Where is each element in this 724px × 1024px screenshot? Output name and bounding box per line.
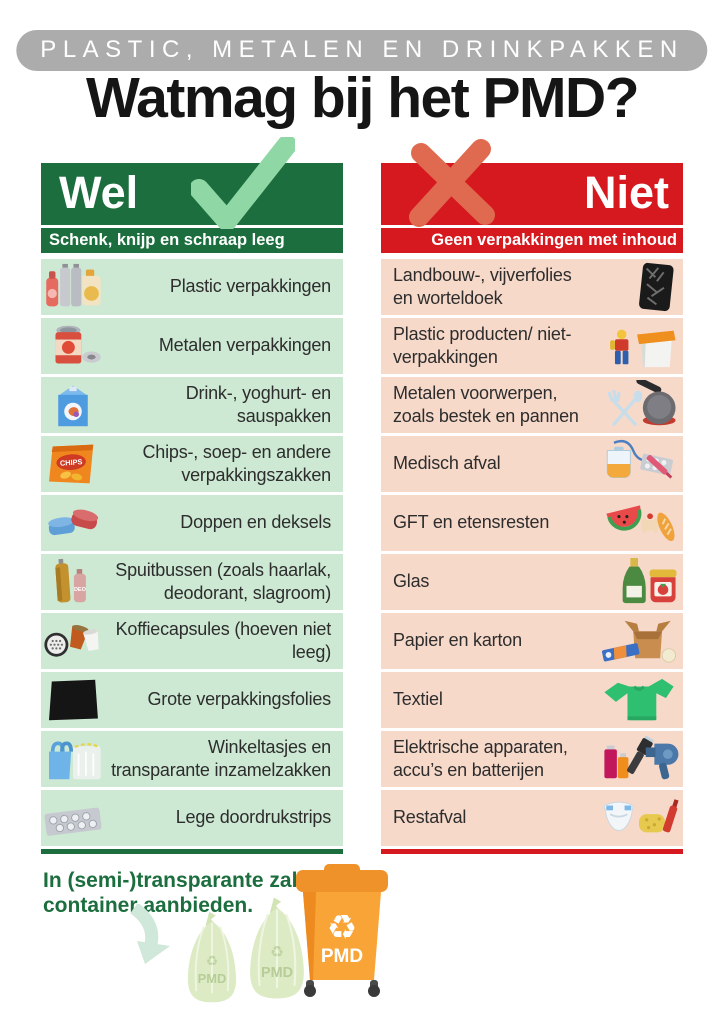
- svg-text:PMD: PMD: [321, 946, 363, 967]
- electronics-icon: [595, 734, 683, 784]
- paper-carton-icon: [595, 616, 683, 666]
- pmd-bag-icon: ♻ PMD: [187, 911, 237, 1003]
- category-banner: PLASTIC, METALEN EN DRINKPAKKEN: [16, 30, 708, 71]
- niet-header: Niet: [381, 139, 683, 227]
- wel-item-label: Grote verpakkingsfolies: [147, 689, 332, 710]
- wel-item-label: Doppen en deksels: [180, 512, 331, 533]
- pmd-bag-icon: ♻ PMD: [250, 897, 304, 999]
- coffee-capsules-icon: [41, 617, 105, 665]
- svg-text:♻: ♻: [206, 953, 218, 969]
- niet-row-textiel: Textiel: [381, 672, 683, 728]
- niet-item-label: Restafval: [393, 807, 467, 828]
- medical-waste-icon: [595, 439, 683, 489]
- niet-row-landbouwfolie: Landbouw-, vijverfolies en worteldoek: [381, 259, 683, 315]
- niet-end-bar: [381, 849, 683, 854]
- wel-item-label: Plastic verpakkingen: [169, 276, 331, 297]
- wel-row-metaal: Metalen verpakkingen: [41, 318, 343, 374]
- niet-item-label: GFT en etensresten: [393, 512, 550, 533]
- wel-item-label: Lege doordrukstrips: [175, 807, 331, 828]
- wel-item-label: Metalen verpakkingen: [158, 335, 331, 356]
- bottle-caps-icon: [41, 499, 105, 547]
- niet-row-metalen-voorwerpen: Metalen voorwerpen, zoals bestek en pann…: [381, 377, 683, 433]
- svg-text:♻: ♻: [327, 908, 357, 948]
- plastic-products-icon: [595, 321, 683, 371]
- wel-column: Wel Schenk, knijp en schraap leeg: [41, 137, 343, 854]
- wel-row-drinkpak: Drink-, yoghurt- en sauspakken: [41, 377, 343, 433]
- wel-item-label: Chips-, soep- en andere verpakkingszakke…: [142, 441, 331, 485]
- niet-item-label: Textiel: [393, 689, 443, 710]
- shopping-bags-icon: [41, 735, 105, 783]
- niet-subtitle: Geen verpakkingen met inhoud: [381, 228, 683, 253]
- wel-row-spuitbussen: DEO Spuitbussen (zoals haarlak, deodoran…: [41, 554, 343, 610]
- glass-bottles-icon: [595, 557, 683, 607]
- wel-item-label: Drink-, yoghurt- en sauspakken: [185, 382, 331, 426]
- blister-strip-icon: [41, 794, 105, 842]
- footer-note: In (semi-)transparante zak of container …: [43, 869, 329, 918]
- niet-item-label: Medisch afval: [393, 453, 501, 474]
- niet-item-label: Plastic producten/ niet-verpakkingen: [393, 323, 572, 367]
- niet-row-restafval: Restafval: [381, 790, 683, 846]
- footer: In (semi-)transparante zak of container …: [0, 858, 724, 1024]
- niet-item-label: Papier en karton: [393, 630, 522, 651]
- metal-objects-icon: [595, 380, 683, 430]
- svg-text:♻: ♻: [270, 943, 284, 961]
- niet-row-medisch: Medisch afval: [381, 436, 683, 492]
- wel-item-label: Spuitbussen (zoals haarlak, deodorant, s…: [115, 559, 331, 603]
- residual-waste-icon: [595, 793, 683, 843]
- niet-row-plastic-producten: Plastic producten/ niet-verpakkingen: [381, 318, 683, 374]
- chips-bag-icon: CHIPS: [41, 440, 105, 488]
- tin-can-icon: [41, 322, 105, 370]
- niet-item-label: Glas: [393, 571, 430, 592]
- niet-row-glas: Glas: [381, 554, 683, 610]
- niet-row-papier: Papier en karton: [381, 613, 683, 669]
- niet-column: Niet Geen verpakkingen met inhoud Landbo…: [381, 139, 683, 854]
- drink-carton-icon: [41, 381, 105, 429]
- svg-text:PMD: PMD: [198, 971, 227, 986]
- wel-row-koffiecapsules: Koffiecapsules (hoeven niet leeg): [41, 613, 343, 669]
- wel-header-label: Wel: [59, 167, 139, 218]
- wel-row-folies: Grote verpakkingsfolies: [41, 672, 343, 728]
- niet-item-label: Landbouw-, vijverfolies en worteldoek: [393, 264, 572, 308]
- wel-row-plastic: Plastic verpakkingen: [41, 259, 343, 315]
- sweater-icon: [595, 675, 683, 725]
- niet-row-gft: GFT en etensresten: [381, 495, 683, 551]
- black-foil-icon: [41, 676, 105, 724]
- wel-row-doppen: Doppen en deksels: [41, 495, 343, 551]
- checkmark-icon: [191, 137, 295, 229]
- plastic-bottles-icon: [41, 263, 105, 311]
- niet-item-label: Elektrische apparaten, accu’s en batteri…: [393, 736, 568, 780]
- svg-text:DEO: DEO: [74, 587, 87, 593]
- svg-text:PMD: PMD: [261, 965, 293, 981]
- wel-header: Wel: [41, 137, 343, 229]
- wel-end-bar: [41, 849, 343, 854]
- food-waste-icon: [595, 498, 683, 548]
- foil-roll-icon: [595, 262, 683, 312]
- x-mark-icon: [409, 139, 495, 227]
- curved-arrow-icon: [130, 904, 170, 964]
- page-title: Watmag bij het PMD?: [85, 66, 640, 130]
- niet-row-elektrisch: Elektrische apparaten, accu’s en batteri…: [381, 731, 683, 787]
- pmd-container-icon: ♻ PMD: [296, 864, 388, 997]
- niet-header-label: Niet: [583, 167, 669, 218]
- wel-row-zakken: CHIPS Chips-, soep- en andere verpakking…: [41, 436, 343, 492]
- wel-row-tasjes: Winkeltasjes en transparante inzamelzakk…: [41, 731, 343, 787]
- svg-text:CHIPS: CHIPS: [60, 457, 83, 468]
- spray-cans-icon: DEO: [41, 558, 105, 606]
- niet-item-label: Metalen voorwerpen, zoals bestek en pann…: [393, 382, 579, 426]
- wel-item-label: Koffiecapsules (hoeven niet leeg): [115, 618, 332, 662]
- wel-subtitle: Schenk, knijp en schraap leeg: [41, 228, 343, 253]
- wel-item-label: Winkeltasjes en transparante inzamelzakk…: [111, 736, 331, 780]
- wel-row-doordrukstrips: Lege doordrukstrips: [41, 790, 343, 846]
